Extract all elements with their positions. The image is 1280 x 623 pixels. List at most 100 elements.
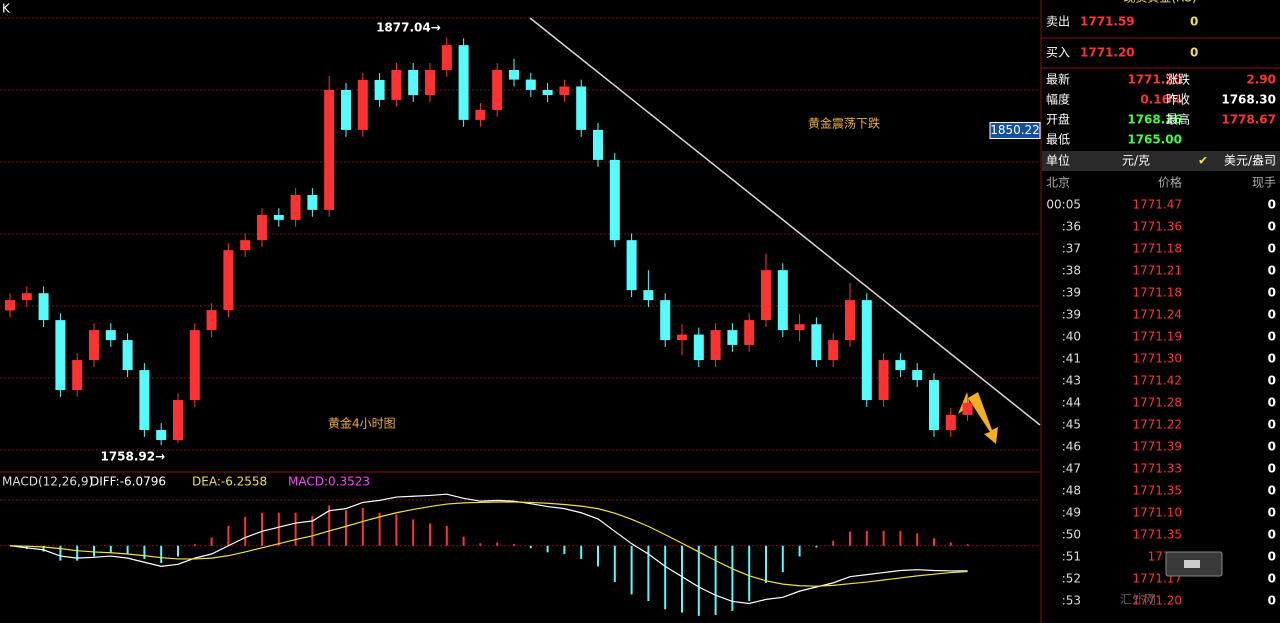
tick-cell: 0 bbox=[1268, 330, 1276, 344]
candle-body bbox=[761, 270, 771, 321]
tick-cell: 0 bbox=[1268, 506, 1276, 520]
candle-body bbox=[324, 89, 335, 210]
candle-body bbox=[240, 240, 251, 251]
stat: 昨收 bbox=[1166, 93, 1190, 107]
candle-body bbox=[257, 215, 267, 241]
annotation: 黄金震荡下跌 bbox=[808, 116, 880, 131]
candle-body bbox=[374, 79, 385, 100]
stat: 开盘 bbox=[1046, 112, 1070, 127]
tick-cell: :40 bbox=[1062, 330, 1081, 344]
tick-cell: 1771.33 bbox=[1132, 462, 1182, 476]
candle-body bbox=[744, 320, 755, 345]
stat: 2.90 bbox=[1246, 73, 1276, 87]
candle-body bbox=[391, 69, 402, 100]
tick-cell: :39 bbox=[1062, 308, 1081, 322]
tick-cell: 1771.18 bbox=[1132, 242, 1182, 256]
tick-cell: 0 bbox=[1268, 572, 1276, 586]
stat: 0.16% bbox=[1140, 93, 1182, 107]
price-label: 1850.22 bbox=[990, 123, 1040, 137]
tick-cell: 0 bbox=[1268, 264, 1276, 278]
candle-body bbox=[576, 86, 587, 130]
candle-body bbox=[156, 430, 167, 441]
candle-body bbox=[357, 79, 368, 130]
diff-label: DIFF:-6.0796 bbox=[90, 475, 166, 489]
tick-cell: 00:05 bbox=[1046, 198, 1081, 212]
tick-cell: :47 bbox=[1062, 462, 1081, 476]
tick-cell: :53 bbox=[1062, 594, 1081, 608]
tick-cell: 0 bbox=[1268, 594, 1276, 608]
candle-body bbox=[525, 79, 536, 90]
tick-cell: 1771.20 bbox=[1132, 594, 1182, 608]
candle-body bbox=[962, 402, 973, 415]
tick-cell: :39 bbox=[1062, 286, 1081, 300]
grid bbox=[0, 0, 1042, 623]
tick-cell: 0 bbox=[1268, 396, 1276, 410]
candle-body bbox=[794, 324, 805, 331]
candle-body bbox=[105, 330, 116, 341]
candle-body bbox=[206, 310, 217, 331]
tick-cell: 1771.30 bbox=[1132, 352, 1182, 366]
candle-body bbox=[441, 45, 452, 70]
quote-title: 现货黄金(RS) bbox=[1123, 0, 1196, 5]
candle-body bbox=[559, 86, 570, 96]
stat: 最低 bbox=[1046, 133, 1070, 147]
tick-cell: 1771.22 bbox=[1132, 418, 1182, 432]
candle-body bbox=[492, 69, 503, 110]
tick-cell: 0 bbox=[1268, 550, 1276, 564]
tick-cell: 1771.42 bbox=[1132, 374, 1182, 388]
macd-label: MACD:0.3523 bbox=[288, 475, 370, 489]
trend-line bbox=[529, 17, 1041, 426]
quote-price: 1771.20 bbox=[1080, 46, 1135, 60]
stat: 最高 bbox=[1166, 112, 1190, 127]
stat: 1768.26 bbox=[1127, 113, 1182, 127]
tick-cell: 0 bbox=[1268, 220, 1276, 234]
tick-cell: 0 bbox=[1268, 308, 1276, 322]
tick-cell: 1771.21 bbox=[1132, 264, 1182, 278]
tick-cell: 0 bbox=[1268, 198, 1276, 212]
tick-cell: :36 bbox=[1062, 220, 1081, 234]
tick-cell: 1771.28 bbox=[1132, 396, 1182, 410]
tick-cell: :49 bbox=[1062, 506, 1081, 520]
quote-price: 1771.59 bbox=[1080, 15, 1135, 29]
tick-cell: :46 bbox=[1062, 440, 1081, 454]
candle-body bbox=[509, 69, 519, 80]
candle-body bbox=[929, 380, 939, 431]
tick-header: 北京 bbox=[1046, 176, 1070, 190]
stat: 1771.20 bbox=[1127, 73, 1182, 87]
candle-body bbox=[878, 360, 889, 401]
quote-label: 卖出 bbox=[1046, 15, 1070, 29]
tick-cell: :51 bbox=[1062, 550, 1081, 564]
tick-cell: :43 bbox=[1062, 374, 1081, 388]
unit: 单位 bbox=[1046, 153, 1070, 168]
tick-cell: :48 bbox=[1062, 484, 1081, 498]
candle-body bbox=[425, 69, 435, 96]
candle-body bbox=[307, 195, 318, 210]
tick-cell: 1771.19 bbox=[1132, 330, 1182, 344]
candle-body bbox=[660, 300, 671, 341]
candle-body bbox=[609, 159, 620, 241]
stat: 幅度 bbox=[1046, 92, 1070, 107]
quote-label: 买入 bbox=[1046, 46, 1070, 60]
candle-body bbox=[21, 293, 32, 301]
dea-label: DEA:-6.2558 bbox=[192, 475, 267, 489]
stat: 最新 bbox=[1046, 72, 1070, 87]
tick-cell: 0 bbox=[1268, 374, 1276, 388]
tick-header: 现手 bbox=[1252, 176, 1276, 190]
candle-body bbox=[861, 300, 872, 401]
candle-body bbox=[273, 215, 284, 220]
candle-body bbox=[727, 330, 738, 345]
candle-body bbox=[945, 414, 956, 431]
low-label: 1758.92→ bbox=[100, 450, 165, 464]
candle-body bbox=[828, 340, 839, 361]
candle-body bbox=[777, 270, 788, 331]
tick-cell: 1771.35 bbox=[1132, 484, 1182, 498]
tick-cell: :41 bbox=[1062, 352, 1081, 366]
high-label: 1877.04→ bbox=[376, 21, 441, 35]
candle-body bbox=[5, 300, 15, 311]
tick-cell: 0 bbox=[1268, 418, 1276, 432]
tick-cell: 0 bbox=[1268, 440, 1276, 454]
candle-body bbox=[122, 340, 133, 371]
candle-body bbox=[189, 330, 200, 401]
